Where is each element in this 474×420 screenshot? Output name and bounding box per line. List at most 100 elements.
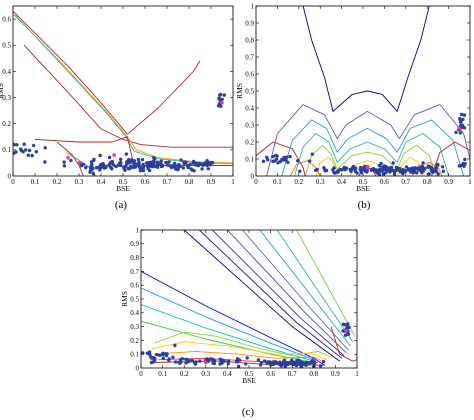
data-point [104, 165, 108, 170]
data-point [161, 356, 165, 360]
data-point [362, 167, 366, 171]
data-point [272, 159, 277, 163]
x-axis-label: BSE [242, 376, 256, 385]
data-point [458, 131, 462, 135]
x-tick-label: 0.3 [75, 178, 84, 186]
data-point [13, 143, 16, 147]
data-point [122, 165, 126, 169]
data-point [30, 153, 34, 158]
data-point [79, 164, 84, 168]
data-point [218, 93, 222, 98]
data-point [149, 161, 154, 166]
data-point [147, 350, 152, 354]
x-tick-label: 0.4 [97, 178, 106, 186]
contour-line [242, 230, 349, 351]
chart-panel-3: 0 0.1 0.2 0.3 0.4 0.5 0.6 0.7 0.8 0.9 1 0 0.1 0.2 0.3 0… [120, 226, 359, 418]
data-point [345, 323, 349, 327]
y-tick-label: 0.8 [130, 254, 139, 262]
data-point [294, 363, 299, 368]
data-point [271, 154, 275, 159]
data-point [245, 356, 249, 360]
data-point [218, 98, 222, 102]
data-point [392, 169, 397, 173]
data-point [259, 360, 264, 365]
data-point [435, 163, 440, 167]
y-tick-label: 0.1 [130, 351, 139, 359]
data-point [344, 166, 348, 170]
y-tick-label: 0.7 [130, 268, 139, 276]
data-point [461, 117, 465, 122]
data-point [278, 159, 283, 164]
contour-line [141, 304, 314, 362]
data-point [27, 148, 32, 153]
data-point [112, 163, 116, 167]
contour-line [56, 141, 84, 176]
highlight-point [77, 161, 81, 165]
y-tick-label: 0.9 [130, 240, 139, 248]
data-point [278, 360, 282, 364]
data-point [119, 157, 123, 161]
data-point [190, 359, 195, 363]
data-point [198, 359, 202, 363]
data-point [374, 170, 379, 174]
data-point [179, 360, 183, 364]
data-point [359, 171, 363, 175]
data-point [180, 357, 185, 361]
data-point [306, 361, 310, 365]
panel-label: (a) [115, 199, 128, 211]
data-point [322, 166, 326, 170]
data-point [394, 165, 399, 170]
data-point [148, 353, 152, 357]
panel-label: (b) [358, 199, 371, 211]
data-point [292, 361, 297, 365]
y-tick-label: 0.6 [130, 282, 139, 290]
data-point [92, 157, 96, 162]
contour-line [304, 144, 437, 176]
chart-panel-2: 0 0.1 0.2 0.3 0.4 0.5 0.6 0.7 0.8 0.9 1 0 0.1 0.2 0.3 0… [235, 2, 472, 211]
contour-line [141, 287, 314, 361]
data-point [392, 172, 397, 176]
x-axis-label: BSE [116, 184, 130, 193]
y-tick-label: 0.3 [130, 323, 139, 331]
data-point [236, 364, 241, 368]
contour-line [266, 104, 470, 176]
data-point [343, 333, 348, 337]
data-point [174, 360, 178, 364]
axes-frame [140, 229, 358, 369]
y-tick-label: 0.7 [245, 53, 254, 61]
data-point [285, 155, 289, 159]
data-point [133, 162, 138, 166]
highlight-point [457, 126, 462, 131]
data-point [124, 152, 129, 156]
data-point [158, 353, 162, 357]
data-point [323, 169, 327, 173]
data-point [94, 166, 99, 170]
data-point [226, 359, 231, 363]
data-point [98, 168, 102, 172]
data-point [383, 164, 388, 169]
data-point [210, 357, 215, 361]
x-tick-label: 0.1 [31, 178, 40, 186]
y-tick-label: 0.3 [245, 121, 254, 129]
data-point [146, 166, 150, 171]
data-point [371, 168, 376, 172]
data-point [192, 159, 196, 164]
data-point [168, 164, 172, 168]
data-point [200, 162, 204, 167]
contour-line [281, 119, 465, 176]
data-point [288, 154, 292, 159]
data-point [167, 160, 171, 164]
highlight-point [344, 328, 349, 333]
data-point [165, 352, 169, 356]
data-point [179, 158, 183, 162]
contour-line [315, 156, 338, 176]
data-point [171, 355, 175, 359]
data-point [365, 168, 369, 172]
data-point [385, 169, 389, 173]
x-tick-label: 0.9 [444, 178, 453, 186]
data-point [347, 325, 351, 330]
data-point [22, 142, 26, 146]
data-point [397, 168, 401, 173]
data-point [454, 130, 458, 135]
data-point [13, 151, 16, 155]
